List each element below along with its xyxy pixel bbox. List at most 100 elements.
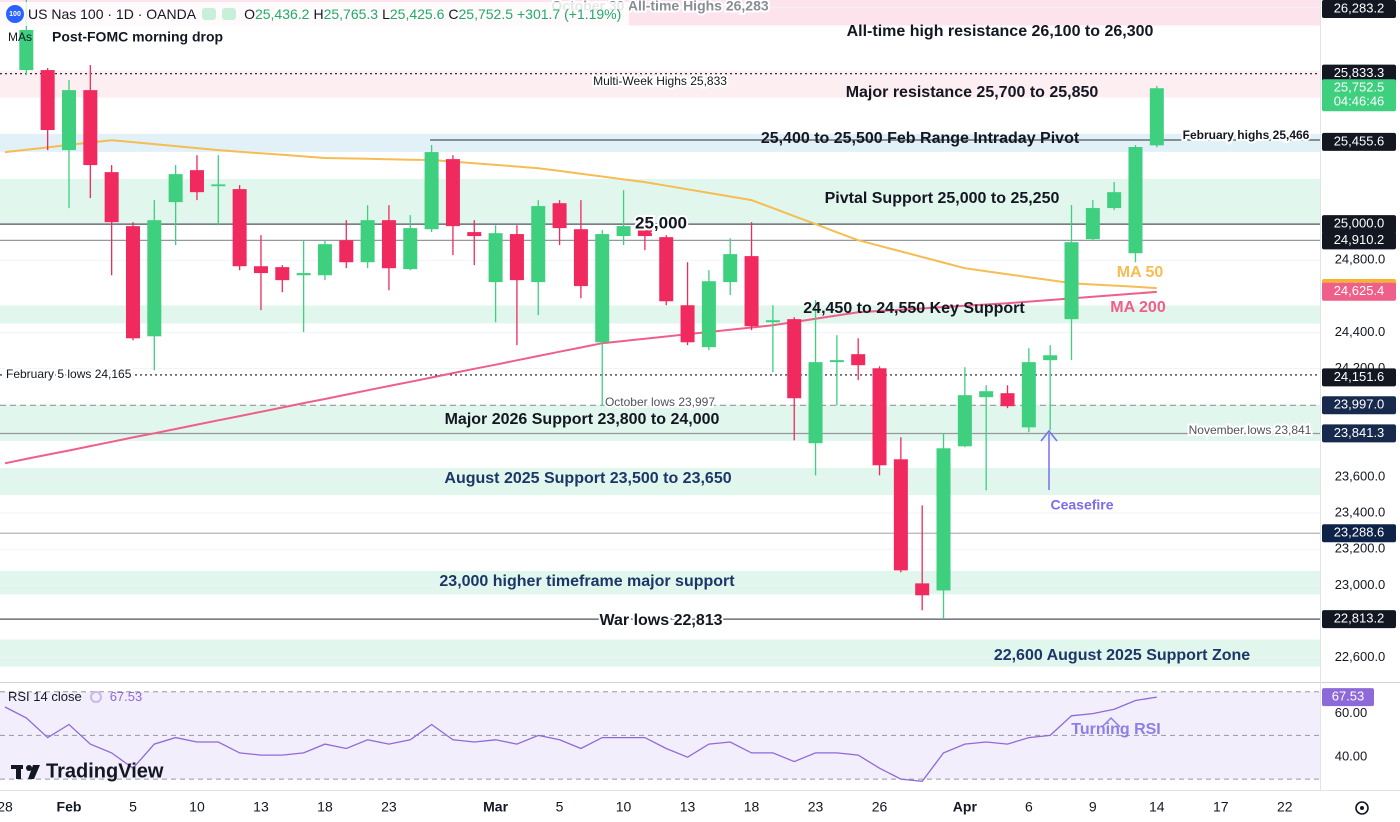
zone <box>0 133 1320 152</box>
annotation: Turning RSI <box>1071 721 1160 738</box>
candle-body <box>83 90 98 166</box>
x-tick-label: Apr <box>953 799 978 815</box>
level-label: February highs 25,466 <box>1183 128 1310 142</box>
x-tick-label: 17 <box>1213 799 1229 815</box>
candle-body <box>125 226 140 339</box>
candle-body <box>573 229 588 287</box>
price-badge <box>1322 396 1396 415</box>
candle-body <box>104 172 119 223</box>
price-badge-label: 23,288.6 <box>1334 525 1385 540</box>
candle-body <box>531 206 546 283</box>
ohlc-value: 25,436.2 <box>254 6 310 22</box>
price-badge-label: 25,455.6 <box>1334 133 1385 148</box>
candle-body <box>40 70 55 131</box>
price-badge-label: 25,752.5 <box>1334 80 1385 95</box>
candle-body <box>61 90 76 151</box>
settings-icon[interactable] <box>1355 801 1369 815</box>
candle-body <box>232 189 247 267</box>
rsi-value: 67.53 <box>109 689 143 704</box>
rsi-badge <box>1322 688 1374 707</box>
y-tick-label: 22,600.0 <box>1335 649 1386 664</box>
symbol-title[interactable]: US Nas 100 · 1D · OANDA <box>28 6 197 22</box>
ceasefire-arrowhead <box>1040 429 1058 442</box>
ma-label: MA 200 <box>1110 299 1166 316</box>
price-badge-label: 26,283.2 <box>1334 0 1385 15</box>
candle-body <box>595 234 610 343</box>
candle-body <box>488 233 503 283</box>
candle-body <box>808 362 823 444</box>
rsi-badge-label: 67.53 <box>1332 689 1365 704</box>
status-pill <box>222 8 237 20</box>
zone <box>0 404 1320 441</box>
rsi-pane <box>0 691 1320 782</box>
zone-label: 24,450 to 24,550 Key Support <box>803 300 1025 317</box>
x-tick-label: 18 <box>744 799 760 815</box>
change: +301.7 (+1.19%) <box>517 6 622 22</box>
y-tick-label: 24,400.0 <box>1335 324 1386 339</box>
x-tick-label: 5 <box>556 799 564 815</box>
y-tick-label: 23,400.0 <box>1335 505 1386 520</box>
ma-line <box>4 290 1157 465</box>
ma-label: MA 50 <box>1117 264 1164 281</box>
candle-body <box>1000 393 1015 407</box>
price-badge <box>1322 132 1396 151</box>
legend-header: 100 US Nas 100 · 1D · OANDA O 25,436.2 H 25… <box>0 2 630 26</box>
candle-body <box>403 228 418 270</box>
candle-body <box>360 220 375 263</box>
candle-body <box>1021 362 1036 428</box>
level-label: Multi-Week Highs 25,833 <box>593 74 727 88</box>
zone <box>0 178 1320 225</box>
candle-body <box>723 254 738 283</box>
price-badge <box>1322 610 1396 629</box>
candle-body <box>936 448 951 591</box>
brand-logo: TradingView <box>11 760 164 782</box>
price-badge-label: 25,833.3 <box>1334 65 1385 80</box>
candle-body <box>168 174 183 203</box>
x-tick-label: 6 <box>1025 799 1033 815</box>
candle-body <box>765 320 780 323</box>
rsi-name[interactable]: RSI 14 close <box>8 689 82 704</box>
candle-body <box>381 220 396 269</box>
candle-body <box>424 152 439 230</box>
rsi-icon <box>89 690 102 703</box>
candle-body <box>915 583 930 596</box>
price-badge <box>1322 0 1396 18</box>
y-tick-label: 23,200.0 <box>1335 541 1386 556</box>
candle-body <box>1085 208 1100 240</box>
price-badge <box>1322 282 1396 301</box>
price-pane <box>0 0 1320 667</box>
overlay: October 30 All-time Highs 26,283Multi-We… <box>4 0 1314 738</box>
candle-body <box>1128 147 1143 254</box>
x-tick-label: 10 <box>616 799 632 815</box>
candle-body <box>445 159 460 227</box>
y-tick-label: 23,600.0 <box>1335 468 1386 483</box>
candle-body <box>701 281 716 348</box>
rsi-tick-label: 40.00 <box>1335 749 1368 764</box>
x-tick-label: 13 <box>253 799 269 815</box>
candle-body <box>1043 355 1058 361</box>
price-badge <box>1322 64 1396 83</box>
zone <box>0 70 1320 98</box>
zone <box>0 467 1320 496</box>
ohlc-key: O <box>244 6 255 22</box>
candle-body <box>637 228 652 237</box>
candle-body <box>744 256 759 327</box>
candle-body <box>211 184 226 187</box>
ohlc-values: O 25,436.2 H 25,765.3 L 25,425.6 C 25,752.5 <box>240 6 513 22</box>
rsi-line <box>4 696 1157 782</box>
ohlc-value: 25,765.3 <box>323 6 379 22</box>
ma-line <box>4 139 1157 290</box>
ohlc-key: L <box>382 6 390 22</box>
candle-body <box>1064 242 1079 320</box>
price-badge-label: 22,813.2 <box>1334 611 1385 626</box>
candle-body <box>467 232 482 237</box>
x-tick-label: 22 <box>1277 799 1293 815</box>
zone-label: Major 2026 Support 23,800 to 24,000 <box>445 411 720 428</box>
candle-body <box>787 319 802 399</box>
candle-body <box>1107 192 1122 209</box>
level-label: February 5 lows 24,165 <box>6 367 132 381</box>
annotation: Ceasefire <box>1050 497 1113 513</box>
price-badge <box>1322 215 1396 234</box>
